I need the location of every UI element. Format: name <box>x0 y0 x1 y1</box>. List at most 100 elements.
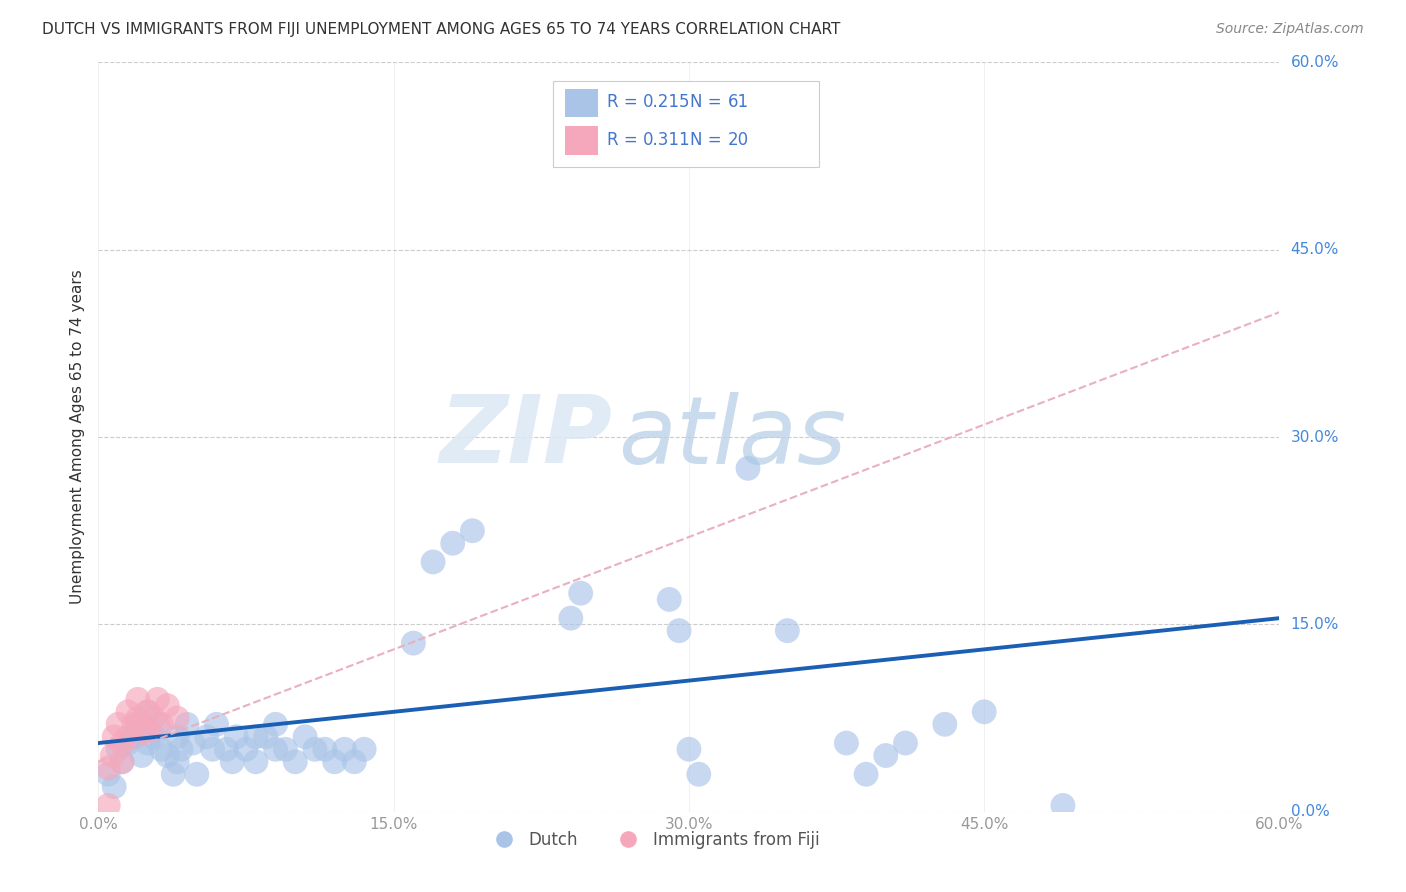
Point <box>934 717 956 731</box>
Point <box>111 755 134 769</box>
Point <box>215 742 238 756</box>
Point <box>855 767 877 781</box>
Point <box>205 717 228 731</box>
Text: 15.0%: 15.0% <box>1291 617 1339 632</box>
Point <box>122 717 145 731</box>
Point <box>103 730 125 744</box>
Point <box>117 736 139 750</box>
Text: 30.0%: 30.0% <box>1291 430 1339 444</box>
Point <box>142 730 165 744</box>
Point <box>97 798 120 813</box>
Point <box>150 742 173 756</box>
Point <box>314 742 336 756</box>
Bar <box>565 126 598 154</box>
Point <box>131 748 153 763</box>
Point <box>737 461 759 475</box>
Text: 0.311: 0.311 <box>643 130 690 149</box>
Point <box>668 624 690 638</box>
Point <box>323 755 346 769</box>
Point <box>97 767 120 781</box>
Point <box>111 755 134 769</box>
Legend: Dutch, Immigrants from Fiji: Dutch, Immigrants from Fiji <box>481 824 827 855</box>
Point <box>835 736 858 750</box>
Point <box>274 742 297 756</box>
Point <box>678 742 700 756</box>
Text: Source: ZipAtlas.com: Source: ZipAtlas.com <box>1216 22 1364 37</box>
Point <box>441 536 464 550</box>
Point <box>136 723 159 738</box>
Point <box>176 717 198 731</box>
Text: 0.0%: 0.0% <box>1291 805 1329 819</box>
Point <box>101 748 124 763</box>
Point <box>136 705 159 719</box>
Text: 20: 20 <box>728 130 749 149</box>
Point <box>658 592 681 607</box>
Point <box>254 730 277 744</box>
Point <box>304 742 326 756</box>
Point <box>186 767 208 781</box>
Point <box>111 736 134 750</box>
Point <box>136 736 159 750</box>
Point <box>136 705 159 719</box>
Text: R =: R = <box>607 93 644 112</box>
Point <box>117 730 139 744</box>
Point <box>156 698 179 713</box>
Point <box>875 748 897 763</box>
Point <box>162 767 184 781</box>
Point <box>264 742 287 756</box>
Text: N =: N = <box>690 93 727 112</box>
Point <box>122 730 145 744</box>
Point <box>264 717 287 731</box>
Point <box>146 717 169 731</box>
Bar <box>565 88 598 117</box>
Text: atlas: atlas <box>619 392 846 483</box>
Point <box>181 736 204 750</box>
Point <box>688 767 710 781</box>
Point <box>1052 798 1074 813</box>
Text: 0.215: 0.215 <box>643 93 690 112</box>
Text: 45.0%: 45.0% <box>1291 243 1339 257</box>
Point <box>127 692 149 706</box>
Point <box>333 742 356 756</box>
Point <box>353 742 375 756</box>
Point <box>973 705 995 719</box>
Point <box>284 755 307 769</box>
Text: R =: R = <box>607 130 644 149</box>
Point <box>103 780 125 794</box>
Point <box>107 717 129 731</box>
Text: DUTCH VS IMMIGRANTS FROM FIJI UNEMPLOYMENT AMONG AGES 65 TO 74 YEARS CORRELATION: DUTCH VS IMMIGRANTS FROM FIJI UNEMPLOYME… <box>42 22 841 37</box>
Point <box>221 755 243 769</box>
Point <box>150 717 173 731</box>
Point <box>422 555 444 569</box>
Point <box>166 755 188 769</box>
Point <box>245 755 267 769</box>
Point <box>117 705 139 719</box>
Point <box>235 742 257 756</box>
Text: 60.0%: 60.0% <box>1291 55 1339 70</box>
Point <box>560 611 582 625</box>
Text: N =: N = <box>690 130 727 149</box>
Point <box>195 730 218 744</box>
Point <box>294 730 316 744</box>
Point <box>166 730 188 744</box>
Point <box>142 711 165 725</box>
Point <box>245 730 267 744</box>
Point <box>156 748 179 763</box>
Point <box>107 742 129 756</box>
Point <box>146 692 169 706</box>
Point <box>97 761 120 775</box>
Point <box>127 717 149 731</box>
Point <box>166 711 188 725</box>
Point <box>894 736 917 750</box>
Point <box>343 755 366 769</box>
Point <box>201 742 224 756</box>
Point <box>170 742 193 756</box>
Point <box>225 730 247 744</box>
Text: 61: 61 <box>728 93 749 112</box>
Point <box>569 586 592 600</box>
Point <box>127 711 149 725</box>
FancyBboxPatch shape <box>553 81 818 168</box>
Point <box>776 624 799 638</box>
Point <box>131 723 153 738</box>
Y-axis label: Unemployment Among Ages 65 to 74 years: Unemployment Among Ages 65 to 74 years <box>69 269 84 605</box>
